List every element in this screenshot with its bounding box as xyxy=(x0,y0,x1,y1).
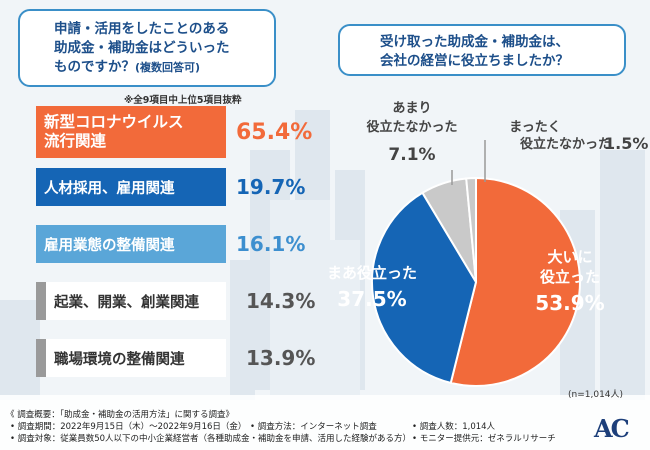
left-question-line3: ものですか？ xyxy=(54,59,135,75)
right-question-line2: 会社の経営に役立ちましたか？ xyxy=(380,53,569,69)
bar-value-covid: 65.4% xyxy=(236,119,313,145)
left-question-box: 申請・活用をしたことのある 助成金・補助金はどういった ものですか？(複数回答可… xyxy=(18,9,276,87)
footer-method: • 調査方法：インターネット調査 xyxy=(250,422,377,432)
survey-footer: 《 調査概要：「助成金・補助金の活用方法」に関する調査》 • 調査期間：2022… xyxy=(0,404,650,450)
left-question-line2: 助成金・補助金はどういった xyxy=(54,40,230,56)
bar-label-hiring: 人材採用、雇用関連 xyxy=(44,180,175,197)
bar-value-employment-form: 16.1% xyxy=(236,232,306,256)
extraction-note: ※全9項目中上位5項目抜粋 xyxy=(124,95,242,106)
right-question-line1: 受け取った助成金・補助金は、 xyxy=(380,34,569,50)
bar-label-covid-line2: 流行関連 xyxy=(44,132,107,150)
footer-target: • 調査対象：従業員数50人以下の中小企業経営者（各種助成金・補助金を申請、活用… xyxy=(10,434,412,444)
footer-count: • 調査人数：1,014人 xyxy=(412,422,496,432)
bar-value-startup: 14.3% xyxy=(246,289,316,313)
left-question-line1: 申請・活用をしたことのある xyxy=(54,21,230,37)
respondent-count: (n=1,014人) xyxy=(568,390,624,400)
bar-label-employment-form: 雇用業態の整備関連 xyxy=(44,237,175,254)
footer-provider: • モニター提供元：ゼネラルリサーチ xyxy=(412,434,556,444)
bar-hiring: 人材採用、雇用関連 19.7% xyxy=(36,168,305,206)
bar-label-covid-line1: 新型コロナウイルス xyxy=(44,113,184,131)
bar-employment-form: 雇用業態の整備関連 16.1% xyxy=(36,225,305,263)
footer-period: • 調査期間：2022年9月15日（木）〜2022年9月16日（金） xyxy=(10,422,247,432)
bar-value-hiring: 19.7% xyxy=(236,175,306,199)
bar-value-workplace: 13.9% xyxy=(246,346,316,370)
company-logo: AC xyxy=(594,414,630,443)
bar-label-workplace: 職場環境の整備関連 xyxy=(54,351,185,368)
right-question-box: 受け取った助成金・補助金は、 会社の経営に役立ちましたか？ xyxy=(338,24,626,76)
bar-covid: 新型コロナウイルス 流行関連 65.4% xyxy=(36,106,312,158)
footer-title: 《 調査概要：「助成金・補助金の活用方法」に関する調査》 xyxy=(6,410,234,420)
bar-label-startup: 起業、開業、創業関連 xyxy=(54,294,199,311)
left-question-suffix: (複数回答可) xyxy=(135,61,201,74)
bar-workplace: 職場環境の整備関連 13.9% xyxy=(36,339,315,377)
bar-startup: 起業、開業、創業関連 14.3% xyxy=(36,282,315,320)
